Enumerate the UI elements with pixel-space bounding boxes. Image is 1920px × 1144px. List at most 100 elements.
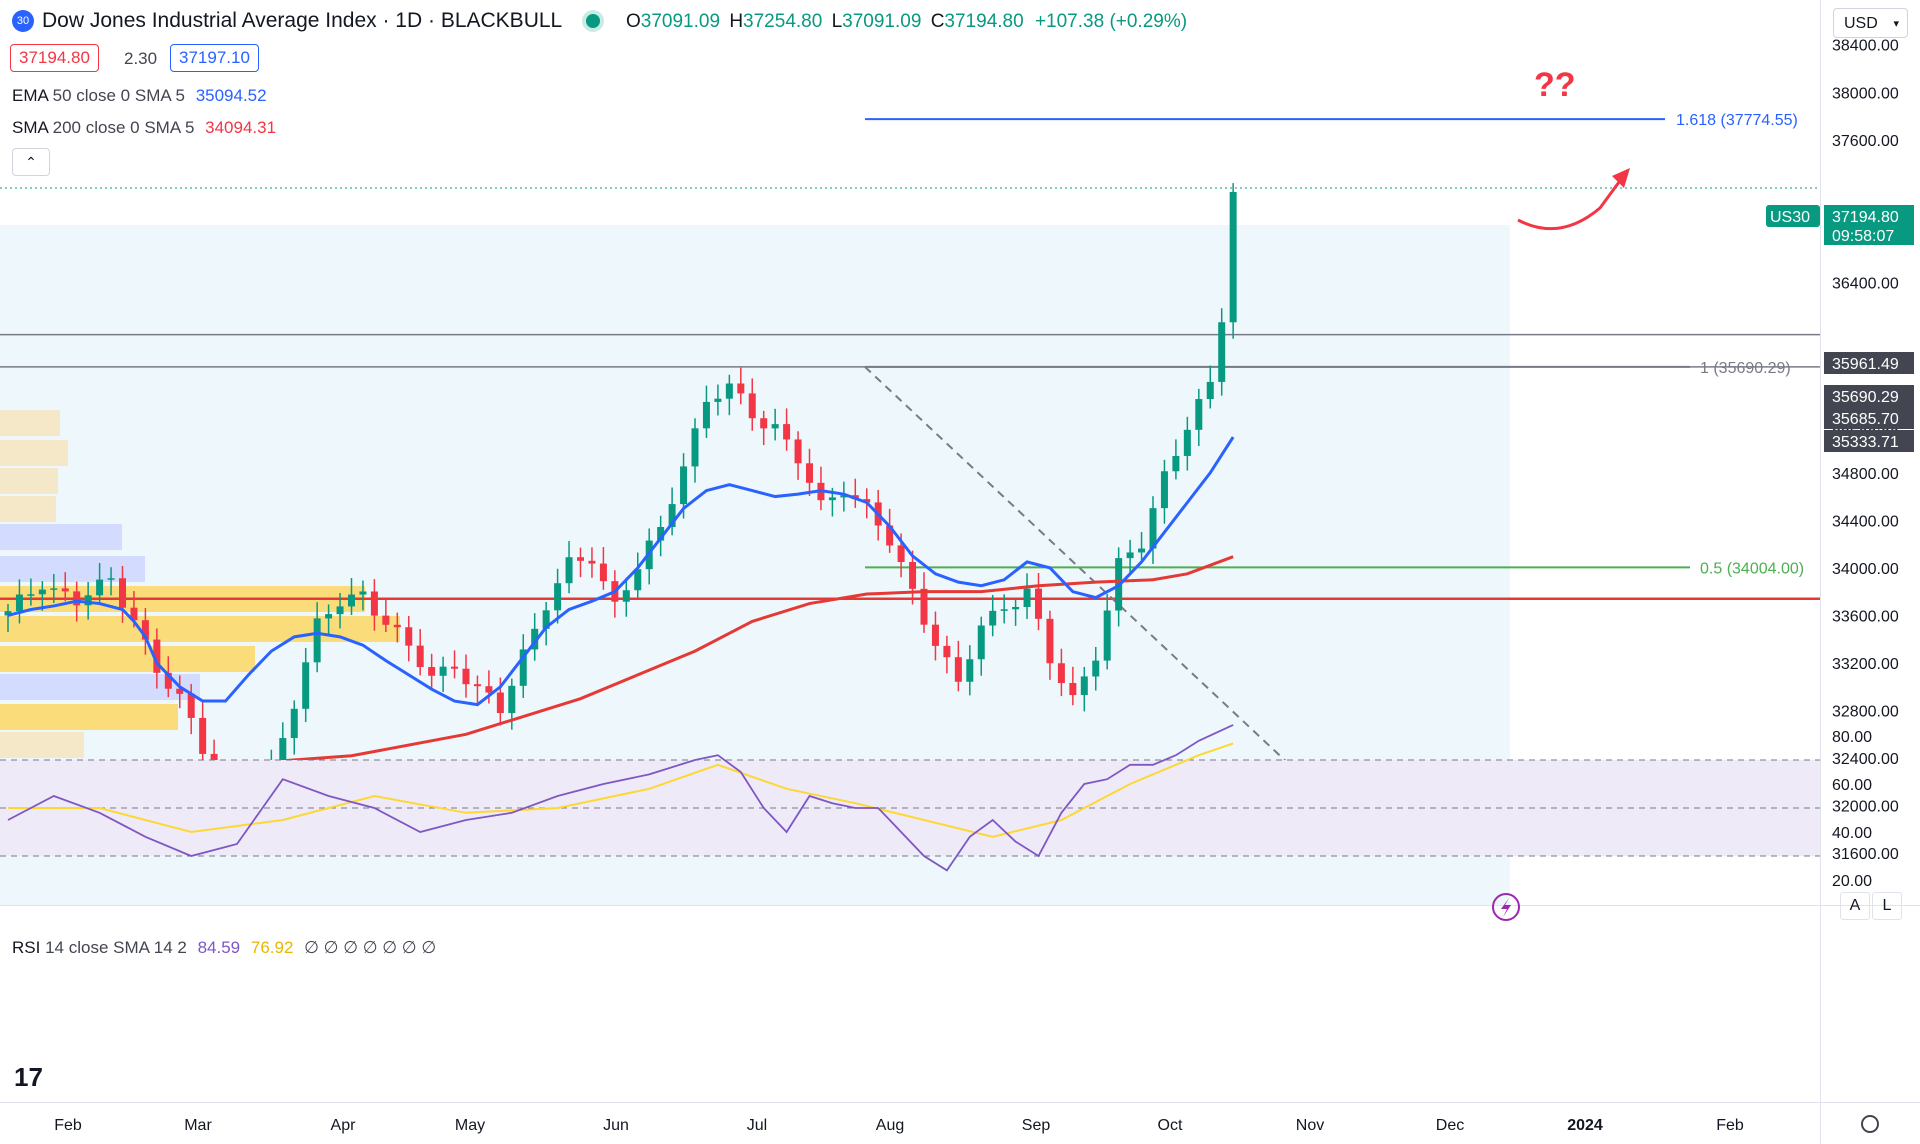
price-axis-border <box>1820 0 1821 1144</box>
time-tick-label: Jul <box>747 1117 767 1134</box>
rsi-line[interactable] <box>7 724 1234 872</box>
candle-body <box>1218 322 1226 382</box>
candle-body <box>382 615 390 625</box>
log-scale-button[interactable]: L <box>1872 892 1902 920</box>
candle-body <box>4 611 12 616</box>
candle-body <box>954 657 962 682</box>
candle-body <box>1046 618 1054 664</box>
volume-profile-bar <box>0 732 84 758</box>
candle-body <box>336 606 344 615</box>
candle-body <box>588 560 596 564</box>
candle-body <box>989 610 997 626</box>
candle-body <box>1057 663 1065 684</box>
time-tick-label: Jun <box>603 1117 629 1134</box>
price-tick-label: 32800.00 <box>1832 704 1899 721</box>
candle-body <box>1023 588 1031 607</box>
candle-body <box>1183 429 1191 456</box>
sma-legend[interactable]: SMA 200 close 0 SMA 5 34094.31 <box>12 118 277 137</box>
question-annotation[interactable]: ?? <box>1534 66 1576 104</box>
candle-body <box>290 708 298 739</box>
price-level-badge-text: 35690.29 <box>1832 389 1899 406</box>
sma200-line[interactable] <box>7 555 1234 768</box>
close-value: 37194.80 <box>944 11 1024 32</box>
ema-legend[interactable]: EMA 50 close 0 SMA 5 35094.52 <box>12 86 267 105</box>
candle-body <box>760 418 768 429</box>
price-tick-label: 31600.00 <box>1832 846 1899 863</box>
time-tick-label: Aug <box>876 1117 904 1134</box>
candle-body <box>542 610 550 629</box>
candle-body <box>462 668 470 685</box>
candle-body <box>393 624 401 628</box>
countdown-text: 09:58:07 <box>1832 228 1894 245</box>
current-symbol-label: US30 <box>1770 209 1810 226</box>
candle-body <box>15 594 23 612</box>
candle-body <box>909 561 917 589</box>
sell-price-button[interactable]: 37194.80 <box>10 44 99 72</box>
candle-body <box>164 672 172 689</box>
price-tick-label: 34400.00 <box>1832 513 1899 530</box>
collapse-legend-button[interactable]: ⌃ <box>12 148 50 176</box>
time-tick-label: 2024 <box>1567 1117 1603 1134</box>
candle-body <box>84 595 92 606</box>
candle-body <box>313 618 321 663</box>
price-level-badge <box>1824 385 1914 407</box>
candle-body <box>806 463 813 483</box>
candle-body <box>840 495 848 498</box>
auto-scale-button[interactable]: A <box>1840 892 1870 920</box>
candle-body <box>1069 683 1077 696</box>
candle-body <box>920 588 928 625</box>
current-price-text: 37194.80 <box>1832 209 1899 226</box>
candle-body <box>508 685 516 714</box>
time-tick-label: Sep <box>1022 1117 1051 1134</box>
candle-body <box>554 583 562 611</box>
candle-body <box>153 639 161 673</box>
candle-body <box>897 545 905 562</box>
price-tick-label: 32000.00 <box>1832 799 1899 816</box>
candle-body <box>599 563 607 582</box>
volume-profile-bar <box>0 616 400 642</box>
sma-value: 34094.31 <box>205 118 277 137</box>
time-tick-label: Feb <box>54 1117 82 1134</box>
currency-selector[interactable]: USD ▾ <box>1833 8 1908 38</box>
lightning-icon[interactable] <box>1492 893 1520 921</box>
volume-profile-bar <box>0 496 56 522</box>
candle-body <box>61 588 69 592</box>
candle-body <box>496 692 504 714</box>
candle-body <box>96 579 104 596</box>
fib-level-label: 0.5 (34004.00) <box>1700 560 1804 577</box>
price-tick-label: 34000.00 <box>1832 561 1899 578</box>
volume-profile-bar <box>0 524 122 550</box>
candle-body <box>348 594 355 607</box>
candle-body <box>439 666 447 676</box>
projection-arrow[interactable] <box>1517 177 1624 231</box>
candle-body <box>1160 471 1168 509</box>
rsi-legend[interactable]: RSI 14 close SMA 14 2 84.59 76.92 ∅ ∅ ∅ … <box>12 938 437 957</box>
rsi-value: 84.59 <box>197 938 241 957</box>
candle-body <box>325 614 333 619</box>
symbol-badge-box <box>1766 205 1820 227</box>
candle-body <box>519 649 527 686</box>
volume-profile-bar <box>0 440 68 466</box>
candle-body <box>783 424 791 440</box>
rsi-ma-line[interactable] <box>8 742 1234 838</box>
price-level-badge-text: 35333.71 <box>1832 434 1899 451</box>
gear-icon[interactable] <box>1861 1115 1879 1133</box>
price-tick-label: 32400.00 <box>1832 751 1899 768</box>
pane-separator <box>0 905 1920 906</box>
candle-body <box>565 557 573 584</box>
candle-body <box>27 594 35 596</box>
chart-title[interactable]: Dow Jones Industrial Average Index · 1D … <box>42 9 563 32</box>
market-status-dot <box>586 14 600 28</box>
low-value: 37091.09 <box>842 11 922 32</box>
rsi-tick-label: 60.00 <box>1832 777 1872 794</box>
ema50-line[interactable] <box>7 436 1235 707</box>
candle-body <box>1195 399 1203 430</box>
price-level-badge <box>1824 407 1914 429</box>
price-tick-label: 38400.00 <box>1832 38 1899 55</box>
candle-body <box>634 569 642 591</box>
candle-body <box>405 627 413 646</box>
time-tick-label: Feb <box>1716 1117 1744 1134</box>
buy-price-button[interactable]: 37197.10 <box>170 44 259 72</box>
candle-body <box>1229 191 1237 323</box>
